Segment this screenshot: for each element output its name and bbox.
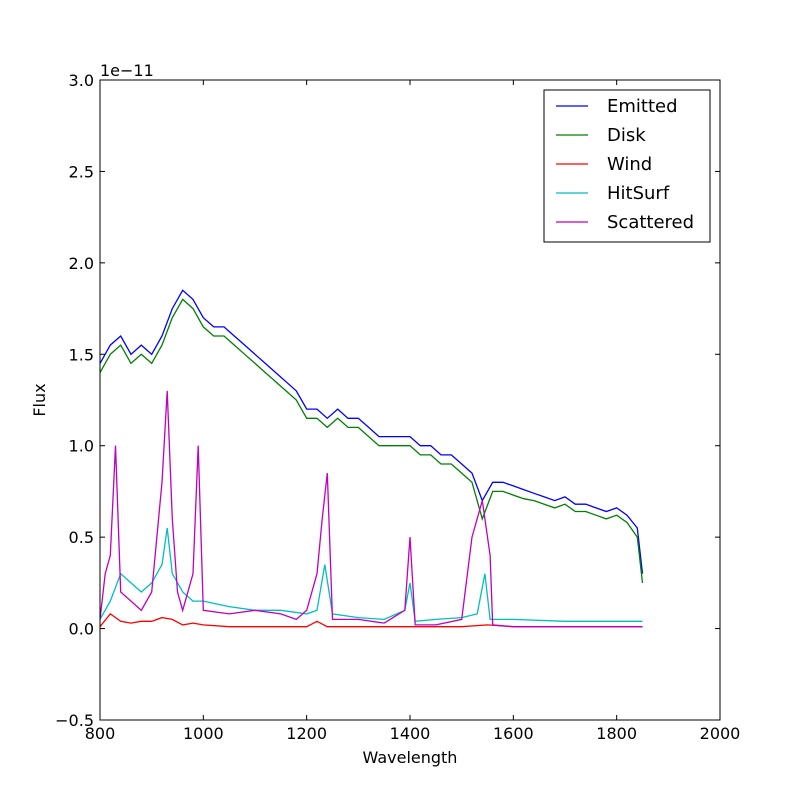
legend-label-hitsurf: HitSurf [607,183,670,204]
y-tick-label: 2.0 [69,254,94,273]
series-line-disk [100,298,644,583]
y-tick-label: 0.5 [69,528,94,547]
y-tick-label: 1.0 [69,437,94,456]
x-tick-label: 2000 [700,724,741,743]
x-tick-label: 1600 [493,724,534,743]
legend-label-wind: Wind [607,154,652,175]
y-axis-label: Flux [30,383,49,416]
legend-label-emitted: Emitted [607,96,678,117]
y-tick-label: −0.5 [55,711,94,730]
series-line-hitsurf [100,527,643,623]
x-tick-label: 1200 [286,724,327,743]
series-line-emitted [100,289,644,574]
x-tick-label: 1000 [183,724,224,743]
series-line-wind [100,613,643,628]
y-tick-label: 0.0 [69,620,94,639]
x-tick-label: 1400 [390,724,431,743]
offset-text: 1e−11 [100,61,154,80]
y-ticks: −0.5 0.0 0.5 1.0 1.5 2.0 2.5 3.0 [55,71,720,730]
y-tick-label: 1.5 [69,345,94,364]
series-line-scattered [100,390,643,628]
x-ticks: 800 1000 1200 1400 1600 1800 2000 [85,80,741,743]
x-tick-label: 1800 [596,724,637,743]
legend: Emitted Disk Wind HitSurf Scattered [543,89,711,243]
x-axis-label: Wavelength [363,748,458,767]
legend-label-scattered: Scattered [607,212,694,233]
y-tick-label: 2.5 [69,162,94,181]
series-layer [100,289,644,628]
legend-label-disk: Disk [607,125,646,146]
legend-box [543,89,711,243]
x-tick-label: 800 [85,724,116,743]
y-tick-label: 3.0 [69,71,94,90]
